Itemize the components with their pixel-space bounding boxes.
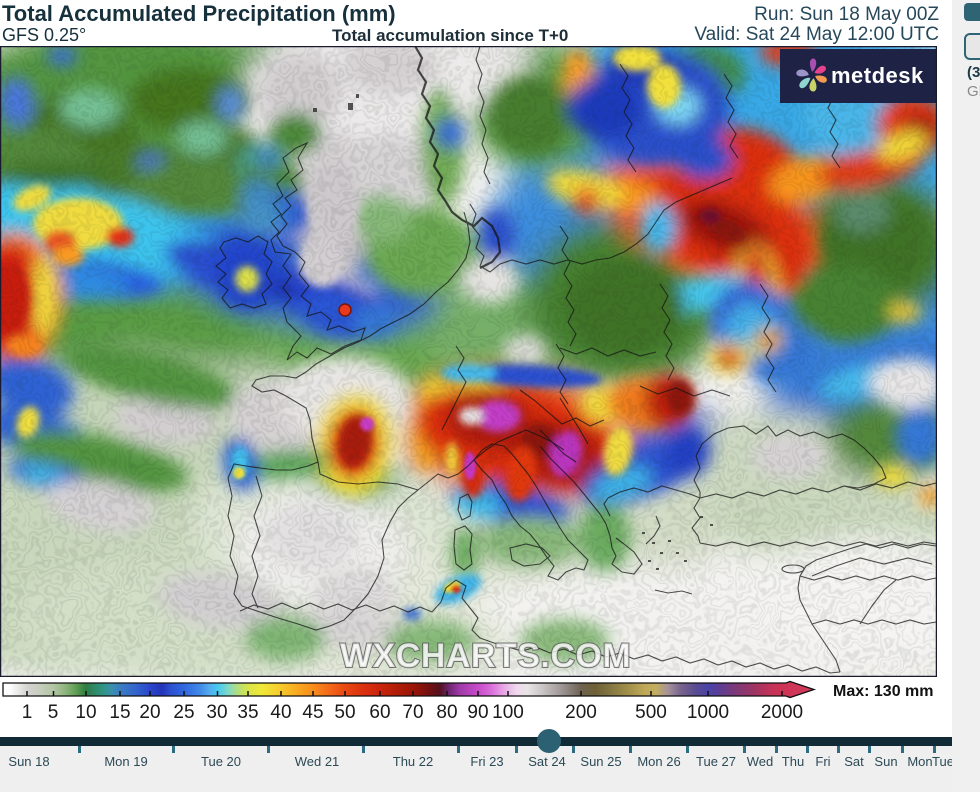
svg-text:WXCHARTS.COM: WXCHARTS.COM: [340, 637, 631, 675]
svg-text:metdesk: metdesk: [831, 63, 924, 88]
